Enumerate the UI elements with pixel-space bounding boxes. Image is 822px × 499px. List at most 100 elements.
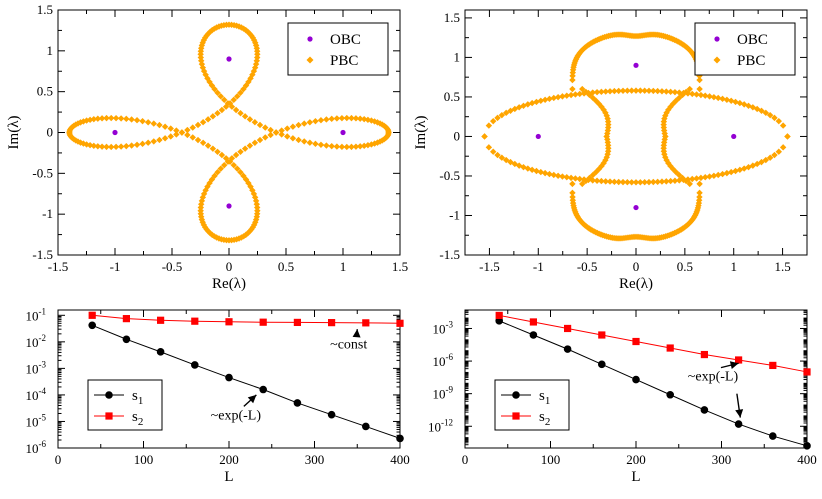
pbc-point [693, 91, 700, 98]
y-tick-label: 10-2 [26, 333, 47, 350]
y-tick-exponent: -3 [39, 359, 47, 369]
pbc-point [221, 161, 228, 169]
pbc-point [696, 180, 703, 188]
pbc-point [252, 197, 260, 205]
pbc-point [240, 25, 247, 32]
y-tick-label: 10-6 [433, 352, 454, 369]
pbc-point [481, 133, 488, 140]
pbc-point [197, 51, 204, 58]
pbc-point [567, 91, 575, 99]
pbc-point [660, 127, 668, 134]
pbc-point [524, 101, 532, 108]
data-point [735, 356, 743, 364]
pbc-point [211, 85, 218, 93]
x-axis-label: L [631, 469, 640, 485]
pbc-point [619, 178, 627, 186]
pbc-point [592, 168, 600, 176]
x-tick-label: -0.5 [577, 259, 598, 274]
annotation-arrowhead [729, 361, 739, 370]
legend-label: s2 [539, 409, 550, 428]
y-tick-label: 10-5 [26, 412, 47, 429]
pbc-point [198, 42, 206, 49]
pbc-point [323, 116, 330, 123]
pbc-point [253, 204, 261, 211]
obc-point [633, 62, 639, 68]
pbc-point [376, 138, 384, 145]
pbc-point [256, 121, 264, 129]
pbc-point [541, 169, 549, 177]
pbc-point [745, 163, 752, 171]
pbc-point [779, 122, 787, 129]
pbc-point [139, 117, 146, 125]
pbc-point [702, 174, 709, 181]
data-point [293, 399, 302, 407]
pbc-point [203, 32, 210, 39]
annotation-text: ~const [330, 338, 367, 353]
pbc-point [637, 87, 644, 94]
pbc-point [333, 143, 341, 150]
pbc-point [74, 138, 82, 145]
pbc-point [740, 101, 748, 108]
data-point [88, 321, 96, 330]
y-tick-label: 0.5 [37, 84, 53, 99]
pbc-point [278, 131, 285, 138]
pbc-point [272, 129, 280, 136]
pbc-point [603, 133, 610, 140]
data-point [769, 432, 777, 440]
x-tick-label: 0 [226, 259, 233, 274]
pbc-point [686, 85, 693, 93]
pbc-point [128, 116, 135, 123]
data-point [259, 318, 267, 326]
pbc-point [489, 117, 497, 125]
pbc-point [559, 173, 566, 180]
pbc-point [94, 143, 102, 150]
pbc-point [189, 124, 196, 131]
pbc-point [144, 119, 152, 126]
pbc-point [306, 139, 314, 146]
y-tick-label: 10-12 [428, 417, 453, 434]
annotation: ~exp(-L) [688, 361, 739, 385]
pbc-point [218, 106, 226, 114]
x-tick-label: 1 [730, 259, 737, 274]
pbc-point [173, 127, 180, 134]
pbc-point [507, 107, 514, 114]
data-point [563, 345, 572, 353]
legend: OBC PBC [694, 22, 796, 76]
x-axis-label: Re(λ) [212, 276, 246, 292]
data-point [225, 318, 233, 326]
y-tick-label: 0 [454, 128, 461, 143]
pbc-point [619, 87, 627, 94]
pbc-point [661, 136, 668, 143]
obc-series [112, 56, 346, 209]
x-tick-label: -1.5 [479, 259, 500, 274]
data-point [191, 317, 199, 325]
pbc-point [728, 97, 735, 105]
pbc-point [214, 110, 221, 117]
pbc-point [661, 130, 668, 137]
data-point [632, 337, 640, 346]
plot-p3: 0 100 200 300 400 L 10-6 10-5 10-4 10-3 10-2 10-1 s1… [26, 306, 410, 485]
pbc-point [779, 144, 787, 151]
y-tick-label: 10-9 [433, 385, 454, 402]
pbc-point [161, 135, 169, 142]
pbc-point [228, 155, 236, 162]
pbc-point [343, 114, 350, 122]
pbc-point [604, 127, 612, 134]
pbc-point [144, 139, 152, 146]
pbc-point [611, 87, 618, 95]
plot-p4: 0 100 200 300 400 L 10-12 10-9 10-6 10-3 s1 s2 ~exp(… [428, 309, 817, 485]
pbc-point [641, 87, 648, 94]
pbc-point [328, 115, 335, 123]
pbc-point [123, 142, 130, 150]
pbc-point [385, 127, 392, 135]
pbc-point [650, 178, 657, 186]
pbc-point [602, 178, 609, 185]
pbc-point [628, 179, 635, 186]
pbc-point [289, 123, 297, 130]
y-tick-label: -1 [42, 206, 53, 221]
pbc-point [592, 97, 600, 105]
pbc-point [218, 151, 226, 159]
data-point [495, 311, 503, 320]
pbc-point [706, 93, 713, 100]
x-tick-label: 300 [305, 452, 325, 467]
